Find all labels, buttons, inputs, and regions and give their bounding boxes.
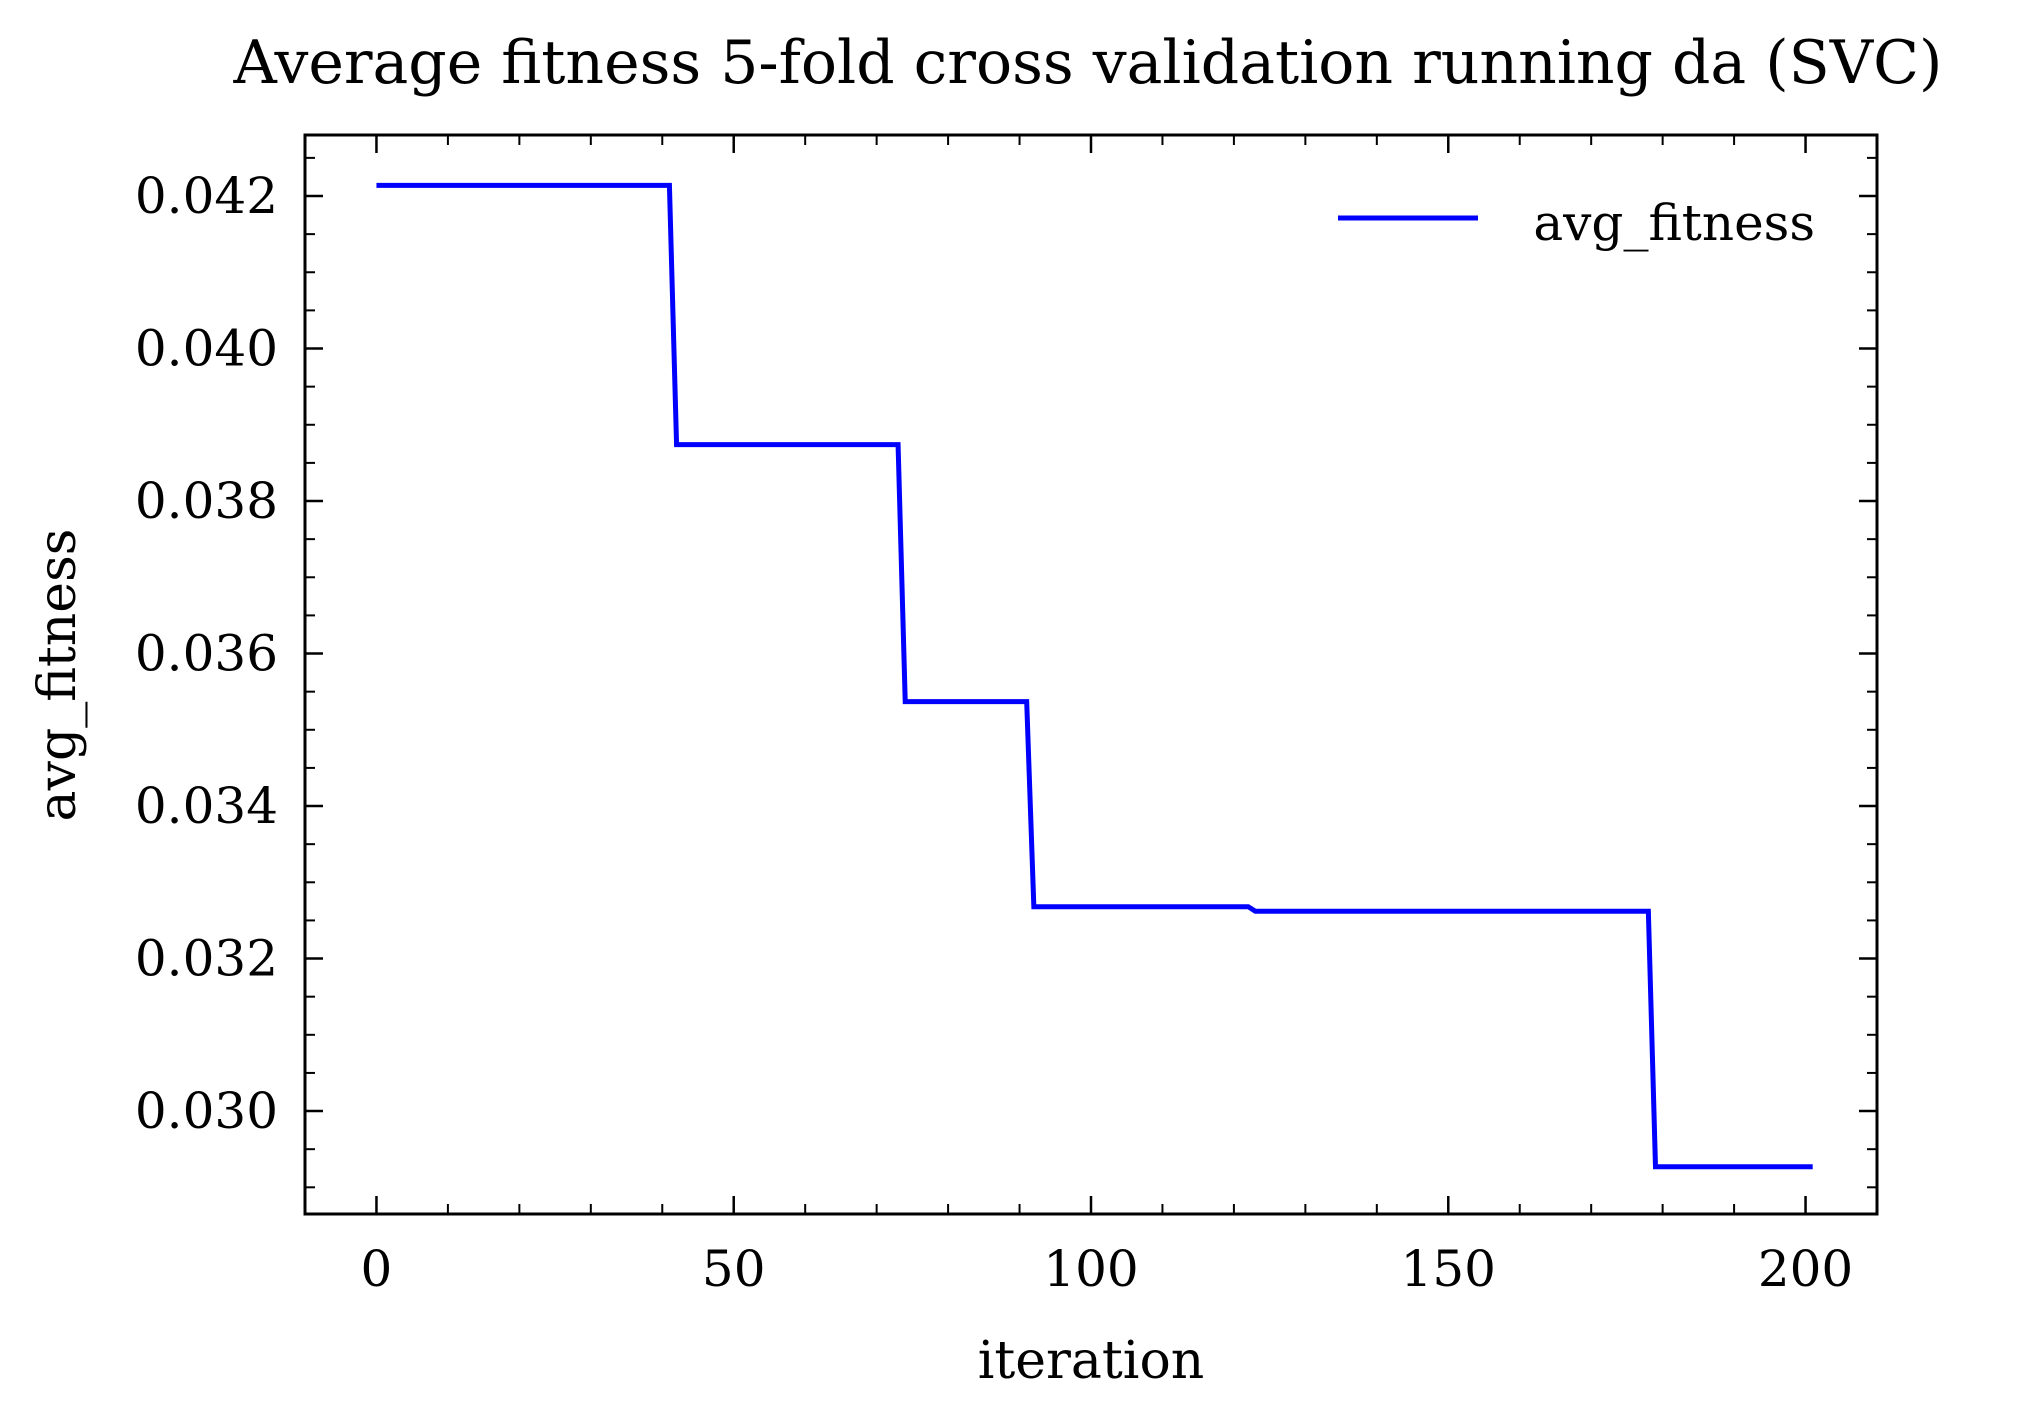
x-tick-label: 150 — [1401, 1240, 1496, 1298]
x-axis-label: iteration — [978, 1331, 1204, 1391]
y-tick-label: 0.030 — [135, 1082, 278, 1140]
minor-ticks — [304, 135, 1878, 1214]
x-tick-label: 100 — [1043, 1240, 1138, 1298]
x-tick-label: 50 — [702, 1240, 766, 1298]
series-layer — [376, 182, 1813, 1170]
legend-label: avg_fitness — [1533, 194, 1815, 252]
chart-title: Average fitness 5-fold cross validation … — [233, 28, 1943, 98]
y-tick-label: 0.042 — [135, 167, 278, 225]
y-axis-label: avg_fitness — [28, 529, 88, 822]
major-ticks — [305, 135, 1877, 1214]
y-tick-label: 0.038 — [135, 472, 278, 530]
plot-frame — [303, 133, 1879, 1216]
y-tick-labels: 0.030 0.032 0.034 0.036 0.038 0.040 0.042 — [135, 167, 278, 1140]
y-tick-label: 0.034 — [135, 777, 278, 835]
legend: avg_fitness — [1338, 194, 1815, 252]
x-tick-labels: 0 50 100 150 200 — [361, 1240, 1854, 1298]
y-tick-label: 0.032 — [135, 930, 278, 988]
y-tick-label: 0.036 — [135, 625, 278, 683]
x-tick-label: 0 — [361, 1240, 393, 1298]
x-tick-label: 200 — [1758, 1240, 1853, 1298]
series-line-avg-fitness — [376, 182, 1813, 1170]
y-tick-label: 0.040 — [135, 320, 278, 378]
